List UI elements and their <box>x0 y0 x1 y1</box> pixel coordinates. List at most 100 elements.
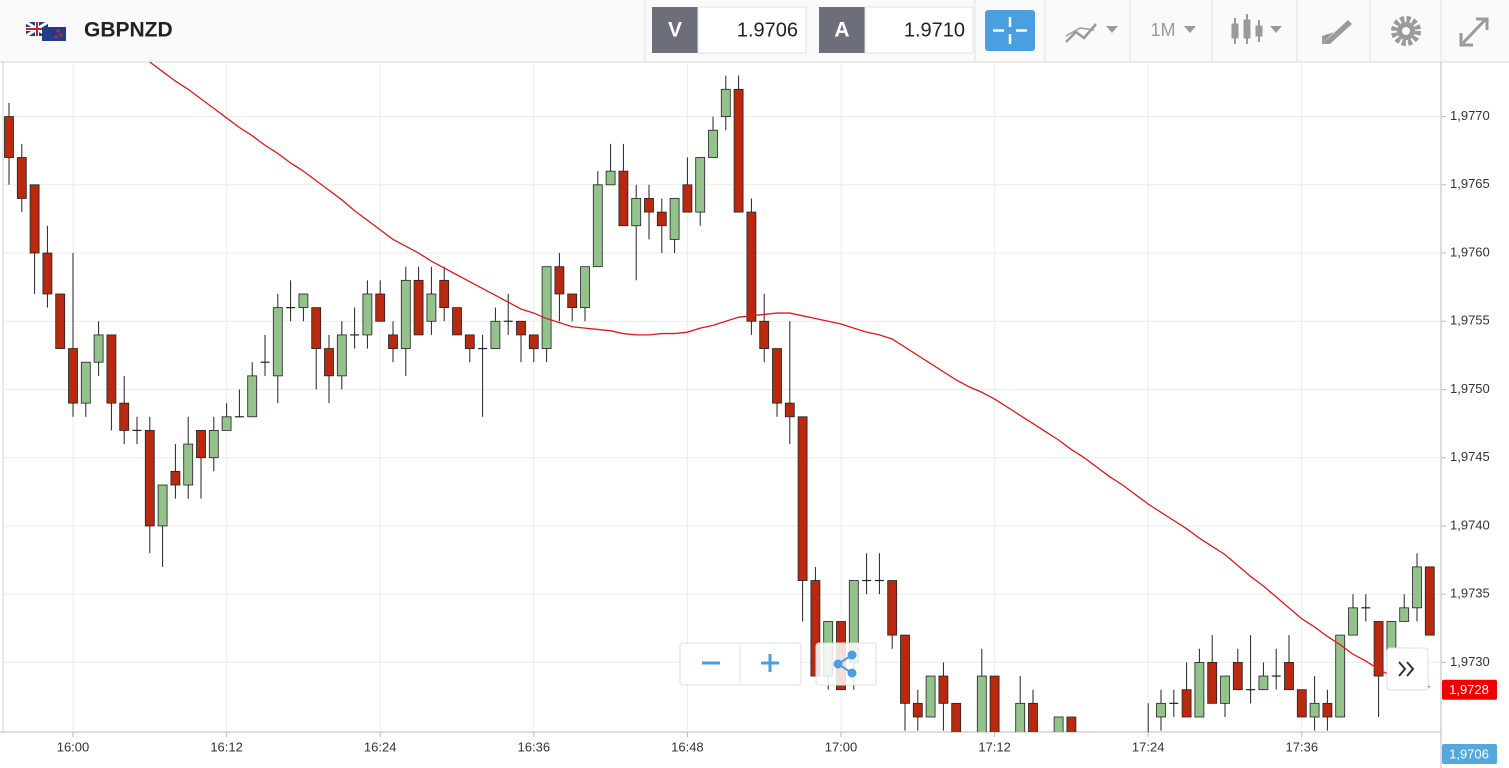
ask-label: A <box>834 19 849 42</box>
moving-average-line <box>149 62 1430 688</box>
candle-body <box>1412 566 1422 609</box>
candle-body <box>362 293 373 336</box>
x-tick-label: 16:48 <box>671 739 704 754</box>
candle-body <box>644 198 654 213</box>
candle-body <box>912 702 923 718</box>
candle-body <box>784 402 795 418</box>
x-tick-label: 16:24 <box>364 739 397 754</box>
candle-body <box>1181 689 1192 718</box>
candle-body <box>528 334 539 349</box>
candle-body <box>925 675 936 718</box>
x-tick-label: 17:36 <box>1286 739 1319 754</box>
candle-body <box>1066 716 1077 732</box>
candle-body <box>221 416 232 431</box>
flags <box>25 20 66 41</box>
candle-body <box>106 334 117 404</box>
candle-body <box>157 484 168 527</box>
candle-body <box>68 348 78 404</box>
plot <box>4 62 1435 732</box>
fullscreen-button[interactable] <box>1459 17 1489 47</box>
y-tick-label: 1,9755 <box>1450 313 1490 328</box>
candle-body <box>1015 702 1026 732</box>
y-tick-label: 1,9730 <box>1450 654 1490 669</box>
candle-body <box>80 361 91 404</box>
ask-box[interactable] <box>864 6 974 54</box>
candle-body <box>631 198 642 227</box>
candle-body <box>426 293 437 322</box>
candle-body <box>746 211 757 322</box>
candle-body <box>669 198 680 240</box>
x-tick-label: 17:00 <box>825 739 858 754</box>
ask-price: 1.9710 <box>904 19 965 41</box>
grid <box>3 62 1441 732</box>
drawing-button[interactable] <box>1322 20 1352 44</box>
bid-box[interactable] <box>697 6 807 54</box>
candle-body <box>490 320 501 349</box>
x-tick-label: 16:00 <box>57 739 90 754</box>
candle-body <box>375 293 386 322</box>
candle-body <box>452 307 462 336</box>
candle-body <box>1399 607 1410 622</box>
candle-body <box>311 307 322 349</box>
candle-body <box>541 266 552 349</box>
candle-body <box>29 184 40 254</box>
zoom-in[interactable] <box>761 654 779 672</box>
ask-badge[interactable] <box>819 7 865 53</box>
y-tick-label: 1,9770 <box>1450 108 1490 123</box>
candle-body <box>324 348 334 377</box>
chart-type-button[interactable] <box>1231 14 1282 44</box>
candle-body <box>1296 689 1307 718</box>
candle-body <box>1207 662 1218 704</box>
candle-body <box>196 430 206 459</box>
candle-body <box>695 157 706 213</box>
candle-body <box>247 375 258 418</box>
bid-badge[interactable] <box>652 7 698 53</box>
price-marker <box>1442 744 1497 764</box>
candle-body <box>772 348 782 404</box>
candle-body <box>976 675 987 732</box>
candle-body <box>938 675 949 704</box>
candle-body <box>1348 607 1358 636</box>
candle-body <box>439 279 450 309</box>
price-marker-label: 1,9728 <box>1449 682 1489 697</box>
candle-body <box>708 129 718 158</box>
candle-body <box>55 293 66 349</box>
bid-price: 1.9706 <box>737 19 798 41</box>
candle-body <box>1424 566 1435 636</box>
scroll-right-button[interactable] <box>1386 647 1429 691</box>
x-tick-label: 16:12 <box>210 739 243 754</box>
candle-body <box>1373 621 1384 677</box>
candle-body <box>16 157 27 199</box>
candle-body <box>733 88 744 213</box>
candle-body <box>951 702 962 732</box>
price-marker <box>1442 679 1497 700</box>
symbol: GBPNZD <box>84 19 173 42</box>
candle-body <box>4 116 14 158</box>
price-marker-label: 1,9706 <box>1449 746 1489 761</box>
candle-body <box>1232 662 1243 691</box>
bid-label: V <box>668 19 682 42</box>
x-tick-label: 17:24 <box>1132 739 1165 754</box>
y-tick-label: 1,9735 <box>1450 586 1490 601</box>
toolbar-separators <box>644 0 1442 62</box>
candle-body <box>580 266 590 309</box>
share-button[interactable] <box>815 642 877 686</box>
candle-body <box>759 320 770 349</box>
candle-body <box>810 580 821 677</box>
candle-body <box>1053 716 1064 732</box>
candle-body <box>1220 675 1230 704</box>
candle-body <box>887 580 898 636</box>
indicator-button[interactable] <box>1065 23 1118 43</box>
candle-body <box>1322 702 1333 718</box>
candle-body <box>272 307 283 377</box>
candle-body <box>1194 662 1205 718</box>
timeframe[interactable]: 1M <box>1150 20 1175 40</box>
candle-body <box>298 293 309 309</box>
crosshair-button[interactable] <box>985 10 1035 51</box>
candle-body <box>567 293 578 309</box>
zoom-controls <box>679 642 877 686</box>
settings-button[interactable] <box>1391 16 1421 46</box>
candle-body <box>170 470 181 486</box>
